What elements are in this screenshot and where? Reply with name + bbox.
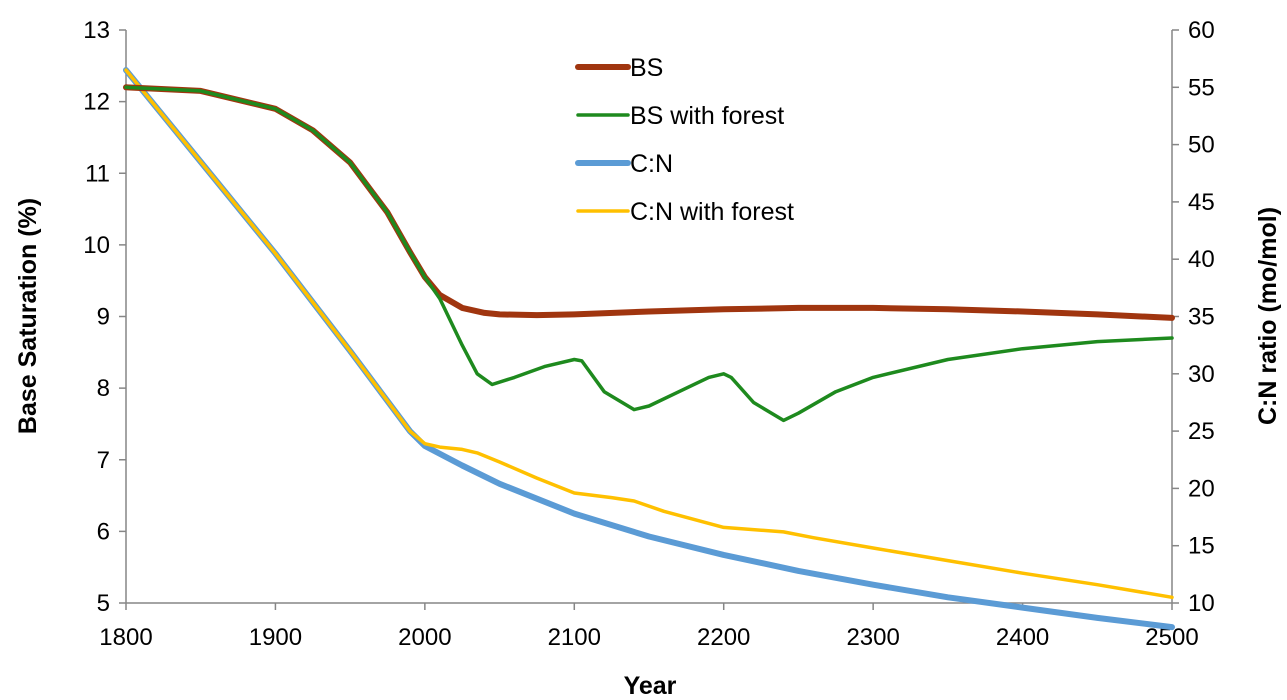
left-y-tick-label: 9	[97, 304, 110, 331]
left-y-tick-label: 7	[97, 447, 110, 474]
legend: BS BS with forest C:N C:N with forest	[575, 54, 794, 226]
right-y-tick-label: 45	[1188, 189, 1215, 216]
x-tick-label: 2200	[697, 624, 750, 651]
x-tick-label: 1900	[249, 624, 302, 651]
x-tick-label: 1800	[99, 624, 152, 651]
x-tick-label: 2100	[548, 624, 601, 651]
right-y-tick-label: 30	[1188, 361, 1215, 388]
left-y-tick-label: 8	[97, 375, 110, 402]
right-y-tick-label: 10	[1188, 590, 1215, 617]
left-y-tick-label: 6	[97, 518, 110, 545]
legend-label-bs-with-forest: BS with forest	[630, 102, 784, 130]
right-y-tick-label: 60	[1188, 17, 1215, 44]
series-layer	[123, 67, 1175, 631]
left-y-tick-label: 13	[83, 17, 110, 44]
x-tick-label: 2400	[996, 624, 1049, 651]
right-y-axis-title: C:N ratio (mo/mol)	[1254, 207, 1282, 425]
left-y-axis-title: Base Saturation (%)	[14, 198, 42, 434]
series-line-c-n-with-forest	[124, 68, 1174, 600]
right-y-tick-label: 15	[1188, 533, 1215, 560]
right-y-tick-label: 35	[1188, 304, 1215, 331]
left-y-tick-label: 12	[83, 89, 110, 116]
left-y-tick-label: 11	[85, 160, 110, 187]
axes: 5 6 7 8 9 10 11 12 13 10 15 20 25 30 35 40 45 50 55 60 1800 1…	[83, 17, 1214, 651]
right-y-tick-label: 55	[1188, 74, 1215, 101]
legend-label-c-n-with-forest: C:N with forest	[630, 198, 794, 226]
legend-label-bs: BS	[630, 54, 663, 82]
legend-label-c-n: C:N	[630, 150, 673, 178]
right-y-tick-label: 40	[1188, 246, 1215, 273]
right-y-tick-label: 50	[1188, 132, 1215, 159]
x-axis-title: Year	[624, 672, 677, 700]
x-tick-label: 2300	[846, 624, 899, 651]
left-y-tick-label: 10	[83, 232, 110, 259]
left-y-tick-label: 5	[97, 590, 110, 617]
right-y-tick-label: 20	[1188, 475, 1215, 502]
x-tick-label: 2000	[398, 624, 451, 651]
right-y-tick-label: 25	[1188, 418, 1215, 445]
series-line-bs-with-forest	[124, 85, 1174, 423]
